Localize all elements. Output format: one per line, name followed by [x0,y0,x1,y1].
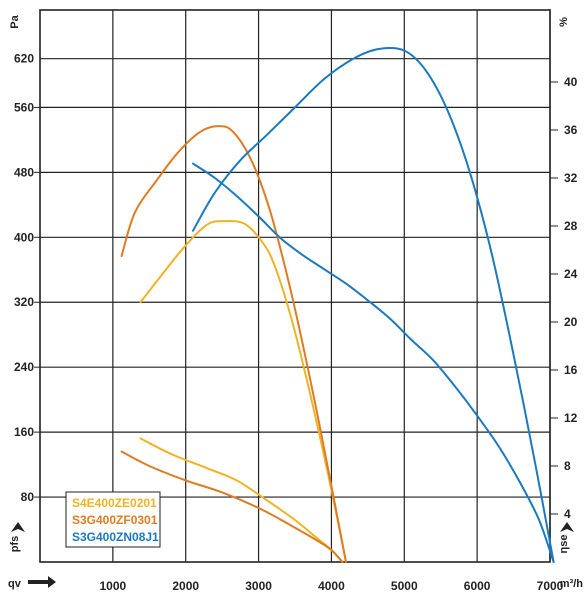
y-left-tick-label: 320 [14,295,34,309]
legend: S4E400ZE0201 S3G400ZF0301 S3G400ZN08J1 [65,491,161,548]
x-axis-label: qv m³/h [8,576,583,590]
y-right-tick-label: 8 [564,459,571,473]
x-unit: m³/h [560,578,584,590]
tick-labels: 1000 2000 3000 4000 5000 6000 7000 80 160 240 320 4… [14,52,578,593]
y-right-tick-label: 24 [564,267,578,281]
series-pressure-s3g400zf0301 [120,125,347,563]
y-left-tick-label: 160 [14,425,34,439]
y-right-tick-label: 12 [564,411,578,425]
series-efficiency-s3g400zn08j1 [192,162,555,563]
y-left-axis-label: Pa pfs [9,14,25,552]
y-right-arrow-icon [560,522,574,532]
x-tick-label: 1000 [100,579,127,593]
y-left-label: pfs [9,536,21,553]
y-left-tick-label: 560 [14,100,34,114]
y-right-tick-label: 40 [564,75,578,89]
y-left-tick-label: 620 [14,52,34,66]
legend-box [65,491,161,548]
y-left-arrow-icon [11,522,25,532]
x-tick-label: 3000 [245,579,272,593]
series-pressure-s4e400ze0201 [139,220,347,563]
y-right-tick-label: 32 [564,171,578,185]
y-left-tick-label: 480 [14,165,34,179]
series-pressure-s3g400zn08j1 [192,46,555,563]
y-right-tick-label: 4 [564,507,571,521]
y-right-tick-label: 28 [564,219,578,233]
y-right-tick-label: 16 [564,363,578,377]
y-left-tick-label: 240 [14,360,34,374]
y-left-unit: Pa [9,14,21,28]
x-tick-label: 6000 [464,579,491,593]
x-tick-label: 2000 [172,579,199,593]
series-efficiency-s3g400zf0301 [120,450,344,563]
legend-entry-s3g400zn08j1: S3G400ZN08J1 [72,530,159,544]
x-arrow-icon [28,576,56,588]
x-tick-label: 7000 [537,579,564,593]
y-right-axis-label: % ηse [558,17,574,554]
y-right-tick-label: 36 [564,123,578,137]
x-label: qv [8,578,22,590]
y-right-label: ηse [558,535,570,554]
y-right-unit: % [558,17,570,27]
series-group [120,46,555,563]
legend-entry-s4e400ze0201: S4E400ZE0201 [72,496,157,510]
legend-entry-s3g400zf0301: S3G400ZF0301 [72,513,158,527]
x-tick-label: 4000 [318,579,345,593]
x-tick-label: 5000 [391,579,418,593]
y-left-tick-label: 400 [14,230,34,244]
y-left-tick-label: 80 [21,490,35,504]
y-right-tick-label: 20 [564,315,578,329]
plot-frame [39,9,551,563]
